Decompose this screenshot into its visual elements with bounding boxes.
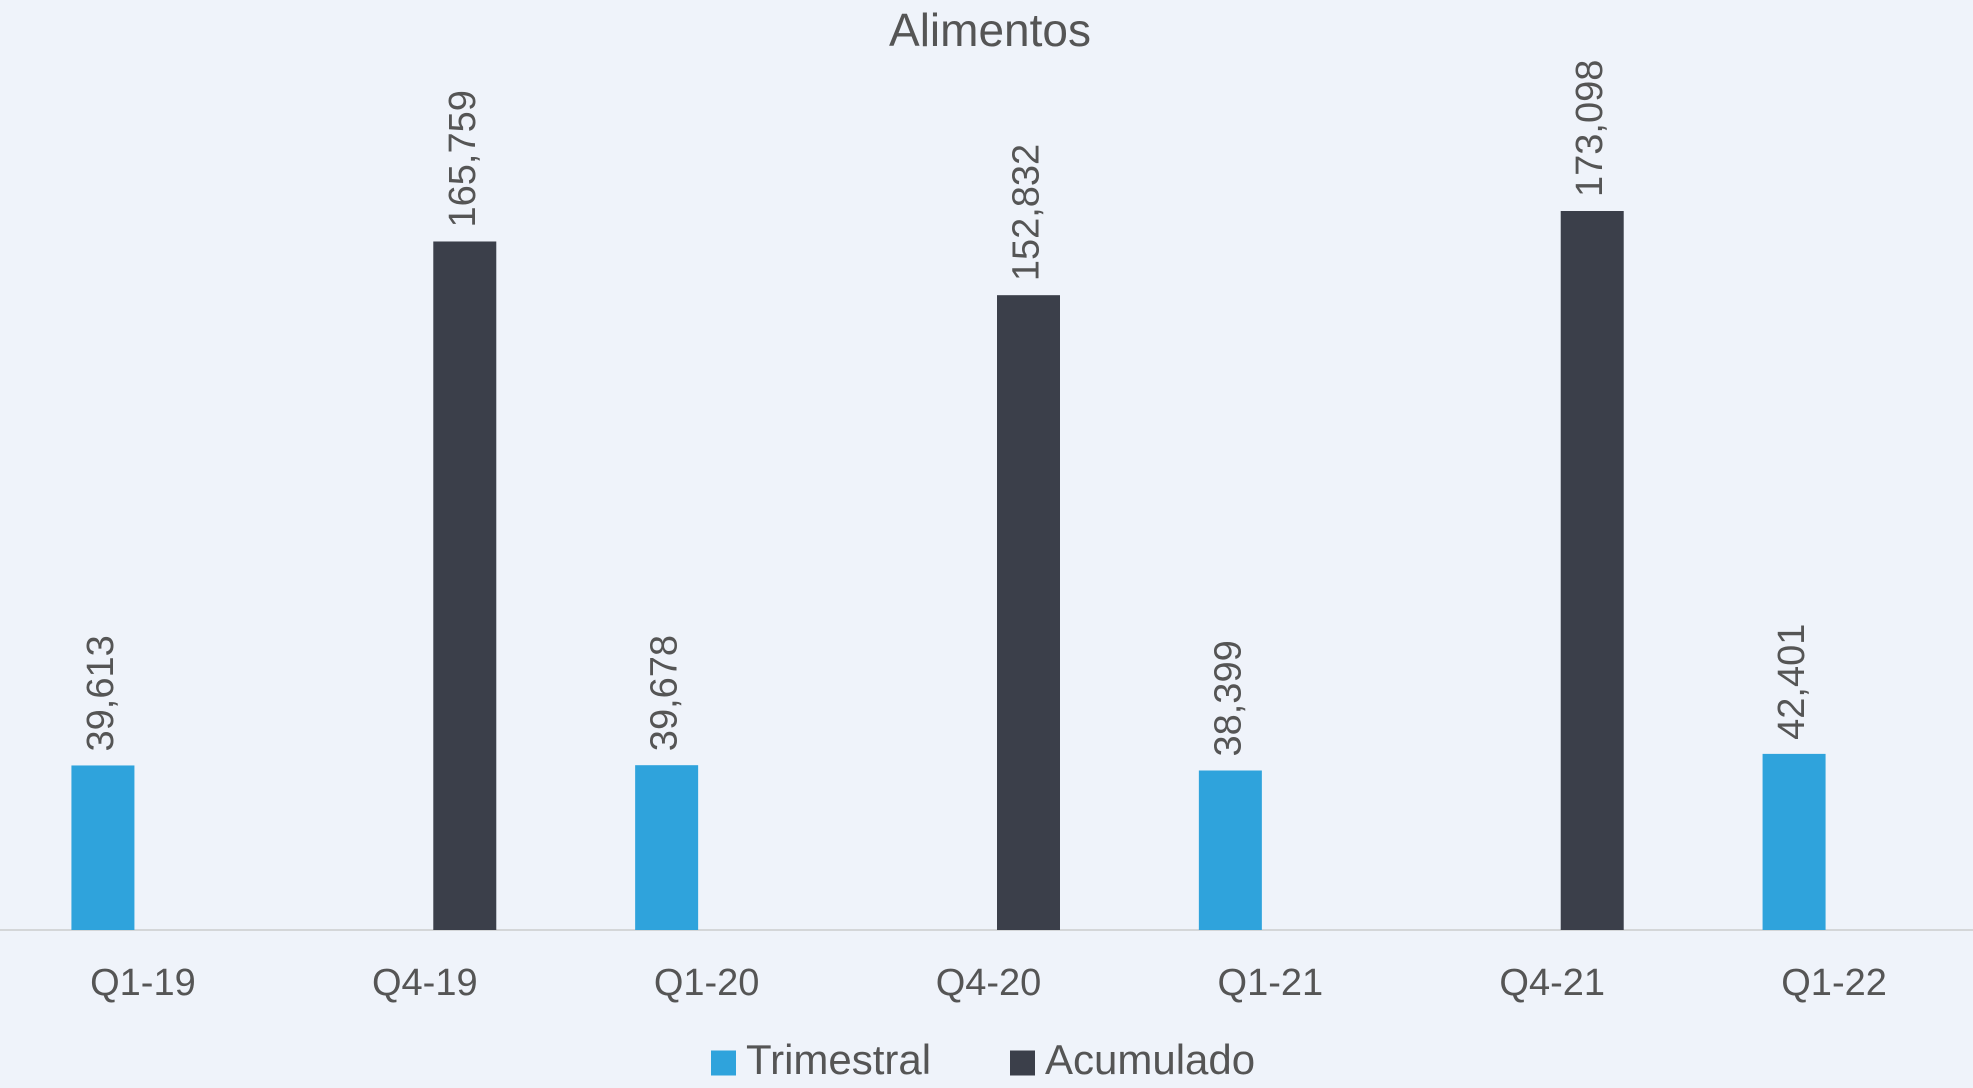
x-tick-label: Q1-20 [654, 962, 760, 1004]
data-label: 42,401 [1771, 624, 1813, 740]
bar [1762, 753, 1826, 930]
bar [1198, 770, 1262, 930]
x-tick-label: Q1-19 [90, 962, 196, 1004]
x-tick-label: Q4-20 [936, 962, 1042, 1004]
data-label: 38,399 [1207, 640, 1249, 756]
bar [635, 765, 699, 930]
legend-swatch [1010, 1050, 1035, 1076]
data-label: 165,759 [442, 90, 484, 227]
x-tick-label: Q4-19 [372, 962, 478, 1004]
data-label: 152,832 [1006, 144, 1048, 281]
data-label: 39,678 [644, 635, 686, 751]
chart-title: Alimentos [889, 4, 1091, 56]
bar [71, 765, 135, 930]
x-tick-label: Q4-21 [1499, 962, 1605, 1004]
bar [433, 241, 497, 930]
data-label: 173,098 [1569, 60, 1611, 197]
x-tick-label: Q1-21 [1218, 962, 1324, 1004]
legend-label: Trimestral [746, 1036, 931, 1083]
legend-swatch [711, 1050, 736, 1076]
x-tick-label: Q1-22 [1781, 962, 1887, 1004]
data-label: 39,613 [80, 635, 122, 751]
bar [997, 295, 1060, 931]
bar [1560, 211, 1624, 930]
legend-label: Acumulado [1045, 1036, 1255, 1083]
